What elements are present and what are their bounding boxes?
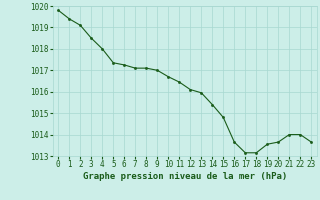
- X-axis label: Graphe pression niveau de la mer (hPa): Graphe pression niveau de la mer (hPa): [83, 172, 287, 181]
